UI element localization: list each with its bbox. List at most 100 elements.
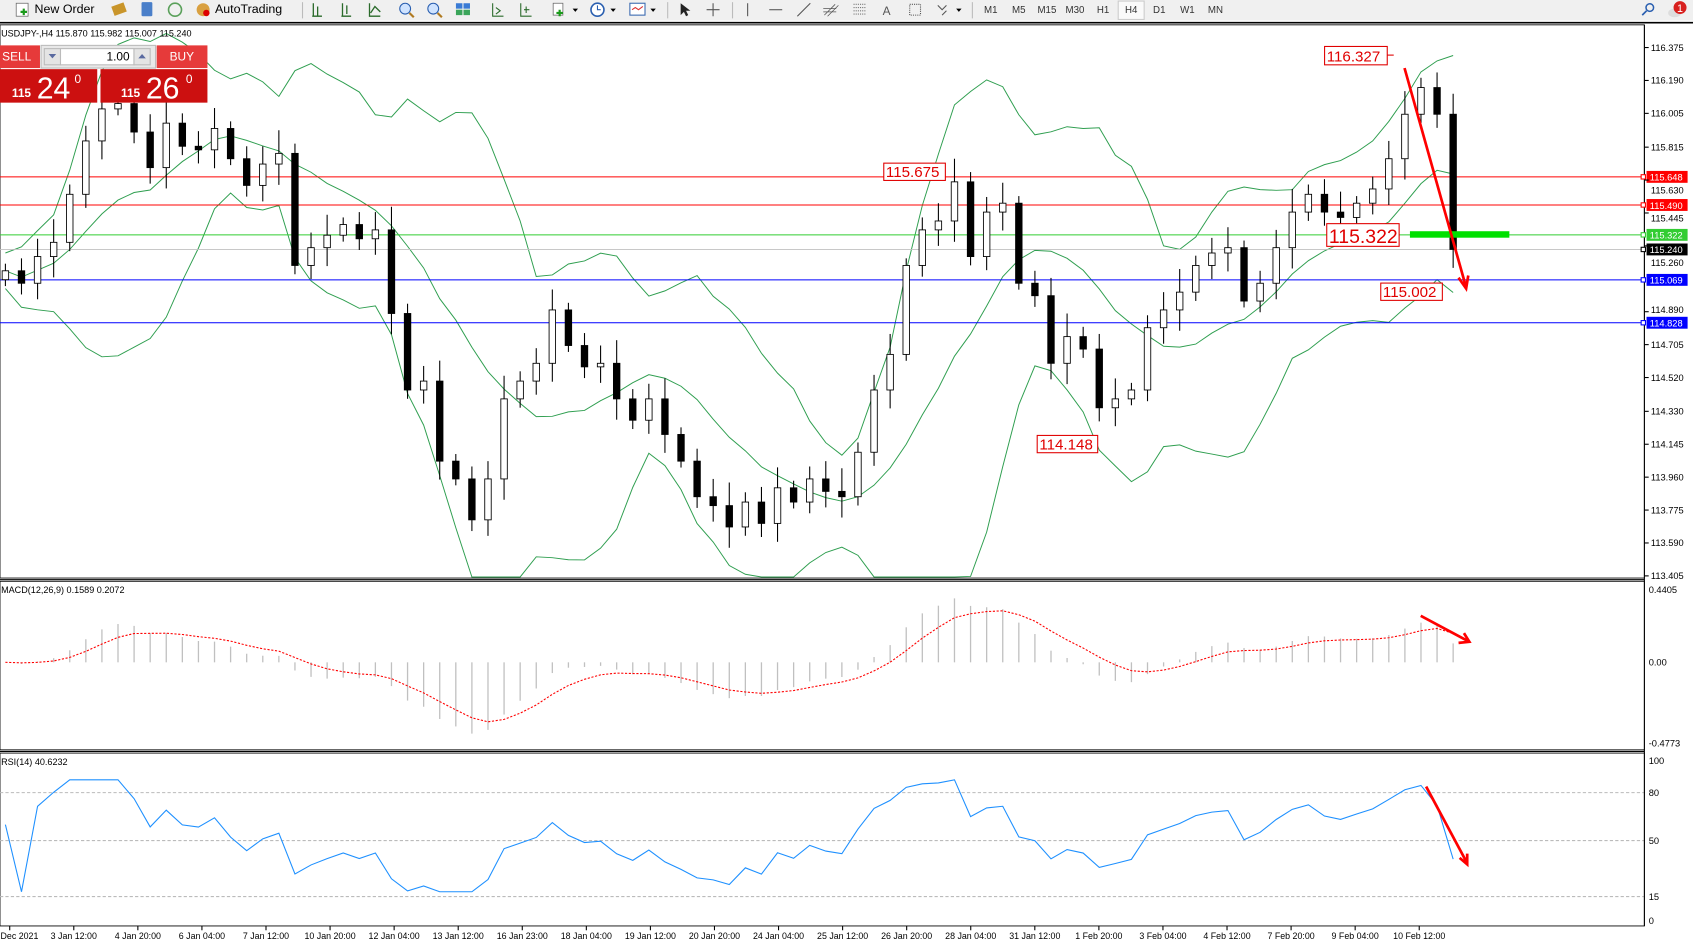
time-tick-label: 24 Jan 04:00 (753, 931, 804, 940)
price-tick-label: 114.520 (1651, 373, 1684, 383)
level-handle[interactable] (1640, 174, 1647, 180)
rsi-line (4, 779, 1454, 893)
annotation-low[interactable]: 114.148 (1036, 434, 1099, 453)
dropdown-arrow-icon (650, 8, 656, 12)
price-level-label-bg (1646, 199, 1688, 211)
price-level-label: 115.240 (1650, 245, 1683, 255)
market-watch-icon[interactable] (111, 2, 127, 16)
text-tool-icon[interactable]: A (883, 4, 891, 18)
candle-bullish (307, 247, 315, 266)
buy-price-pips: 26 (146, 72, 180, 105)
tile-windows-icon[interactable] (455, 3, 470, 16)
rsi-label: RSI(14) 40.6232 (1, 757, 67, 767)
rsi-down-arrow[interactable] (1424, 785, 1469, 868)
price-level-label-bg (1646, 316, 1688, 329)
sell-price-button[interactable]: 115 24 0 (0, 69, 98, 105)
bar-chart-icon[interactable] (312, 3, 322, 17)
annotation-high[interactable]: 116.327 (1324, 45, 1394, 66)
search-button[interactable] (1641, 3, 1655, 16)
macd-tick-label: 0.4405 (1649, 585, 1677, 595)
sell-button[interactable]: SELL (0, 45, 40, 69)
macd-panel[interactable] (0, 580, 1645, 751)
candle-bullish (259, 163, 267, 186)
level-handle[interactable] (1640, 277, 1647, 283)
candle-bullish (419, 380, 428, 391)
candle-bullish (114, 103, 122, 110)
crosshair-icon[interactable] (706, 3, 720, 17)
candle-bullish (516, 380, 524, 400)
signals-icon[interactable] (167, 2, 183, 18)
timeframe-h4[interactable]: H4 (1125, 5, 1138, 16)
dropdown-arrow-icon[interactable] (956, 8, 962, 12)
line-chart-icon[interactable] (368, 3, 381, 17)
timeframe-m1[interactable]: M1 (984, 5, 998, 16)
trendline-icon[interactable] (796, 2, 811, 17)
level-handle[interactable] (1640, 320, 1647, 326)
timeframe-h1[interactable]: H1 (1097, 5, 1109, 16)
zoom-out-icon (427, 2, 440, 15)
candle-bullish (1143, 327, 1152, 391)
timeframe-d1[interactable]: D1 (1153, 5, 1165, 16)
buy-price-button[interactable]: 115 26 0 (100, 69, 208, 105)
autotrading-button[interactable]: AutoTrading (196, 2, 283, 17)
candle-bullish (532, 362, 540, 382)
arrow-up-icon (138, 54, 146, 59)
indicators-button[interactable] (552, 2, 579, 17)
data-window-icon[interactable] (141, 2, 153, 17)
level-handle[interactable] (1640, 202, 1647, 208)
fibonacci-icon[interactable] (853, 3, 867, 15)
timeframe-m5[interactable]: M5 (1012, 5, 1026, 16)
price-tick-label: 113.405 (1651, 571, 1684, 581)
new-order-button[interactable]: New Order (15, 2, 95, 17)
level-handle[interactable] (1640, 246, 1647, 253)
annotation-entry[interactable]: 115.322 (1326, 223, 1400, 248)
buy-label: BUY (170, 50, 194, 64)
entry-level-marker[interactable] (1409, 231, 1510, 238)
templates-button[interactable] (629, 2, 656, 16)
macd-down-arrow[interactable] (1420, 614, 1472, 645)
candle-bullish (1304, 193, 1313, 213)
rsi-panel[interactable] (0, 752, 1645, 927)
auto-scroll-icon[interactable] (492, 3, 504, 17)
candlestick-chart-icon[interactable] (341, 3, 352, 17)
candle-bullish (982, 211, 991, 257)
lot-increase-button[interactable] (133, 48, 151, 66)
candle-bearish (243, 158, 251, 186)
equidistant-channel-icon[interactable] (823, 4, 839, 17)
notifications-button[interactable]: 1 (1668, 1, 1687, 18)
zoom-out-button[interactable] (427, 2, 443, 19)
rsi-tick-label: 100 (1649, 756, 1664, 766)
annotation-label: 116.327 (1327, 49, 1380, 66)
zoom-in-button[interactable] (399, 2, 415, 19)
time-tick-label: 3 Jan 12:00 (51, 931, 97, 940)
time-tick-label: Dec 2021 (1, 931, 39, 940)
time-tick-label: 7 Jan 12:00 (243, 931, 289, 940)
toolbar: New Order AutoTrading A (0, 0, 1693, 21)
chart-shift-icon[interactable] (520, 3, 532, 17)
periods-button[interactable] (590, 2, 616, 18)
cursor-icon[interactable] (680, 3, 691, 17)
time-tick-label: 4 Feb 12:00 (1203, 931, 1250, 940)
candle-bearish (1320, 193, 1329, 213)
price-tick-label: 113.775 (1651, 505, 1684, 515)
arrows-icon[interactable] (937, 5, 947, 16)
price-down-arrow[interactable] (1403, 67, 1470, 292)
candle-bearish (1079, 336, 1087, 350)
price-level-label: 114.828 (1650, 319, 1683, 329)
text-label-icon[interactable] (909, 3, 922, 16)
time-tick-label: 18 Jan 04:00 (561, 931, 612, 940)
lot-decrease-button[interactable] (43, 48, 62, 66)
timeframe-m15[interactable]: M15 (1037, 5, 1056, 16)
timeframe-m30[interactable]: M30 (1066, 5, 1086, 16)
timeframe-w1[interactable]: W1 (1180, 5, 1195, 16)
candle-bullish (66, 193, 74, 243)
candle-bullish (1224, 247, 1232, 254)
toolbar-background (0, 0, 1693, 21)
buy-button[interactable]: BUY (156, 45, 208, 69)
level-handle[interactable] (1640, 232, 1647, 238)
candle-bullish (741, 501, 750, 528)
annotation-resistance[interactable]: 115.675 (883, 162, 946, 181)
price-tick-label: 115.260 (1651, 258, 1684, 268)
annotation-low-recent[interactable]: 115.002 (1380, 282, 1443, 301)
timeframe-mn[interactable]: MN (1208, 5, 1223, 16)
